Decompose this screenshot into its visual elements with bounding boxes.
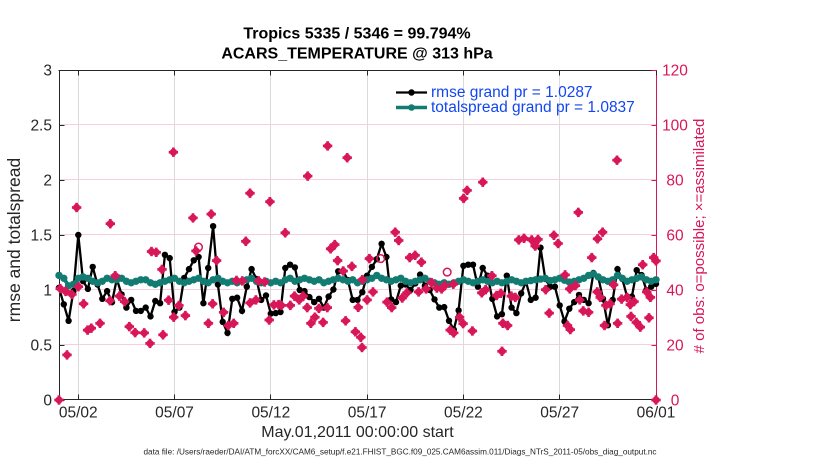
svg-text:Tropics 5335 / 5346 = 99.794%: Tropics 5335 / 5346 = 99.794%	[243, 26, 470, 43]
svg-text:2: 2	[43, 173, 52, 190]
svg-text:05/27: 05/27	[540, 405, 579, 422]
svg-text:06/01: 06/01	[637, 405, 676, 422]
svg-text:3: 3	[43, 63, 52, 80]
svg-text:60: 60	[666, 228, 684, 245]
svg-text:rmse grand pr = 1.0287: rmse grand pr = 1.0287	[431, 84, 593, 101]
svg-text:0: 0	[43, 393, 52, 410]
svg-text:May.01,2011 00:00:00 start: May.01,2011 00:00:00 start	[261, 424, 454, 441]
svg-text:80: 80	[666, 173, 684, 190]
svg-text:# of obs: o=possible; ×=assimi: # of obs: o=possible; ×=assimilated	[691, 119, 708, 354]
svg-text:0.5: 0.5	[30, 338, 52, 355]
svg-text:05/22: 05/22	[444, 405, 483, 422]
svg-text:05/07: 05/07	[155, 405, 194, 422]
svg-text:0: 0	[671, 393, 680, 410]
svg-text:120: 120	[662, 63, 688, 80]
svg-text:totalspread grand pr = 1.0837: totalspread grand pr = 1.0837	[431, 99, 635, 116]
svg-text:20: 20	[666, 338, 684, 355]
svg-text:05/12: 05/12	[251, 405, 290, 422]
svg-text:2.5: 2.5	[30, 118, 52, 135]
svg-text:ACARS_TEMPERATURE @ 313 hPa: ACARS_TEMPERATURE @ 313 hPa	[221, 46, 492, 63]
svg-text:05/17: 05/17	[348, 405, 387, 422]
svg-text:1.5: 1.5	[30, 228, 52, 245]
svg-text:100: 100	[662, 118, 688, 135]
svg-text:data file: /Users/raeder/DAI/A: data file: /Users/raeder/DAI/ATM_forcXX/…	[143, 448, 656, 457]
svg-text:40: 40	[666, 283, 684, 300]
svg-text:05/02: 05/02	[59, 405, 98, 422]
svg-text:rmse and totalspread: rmse and totalspread	[4, 158, 24, 322]
svg-text:1: 1	[43, 283, 52, 300]
